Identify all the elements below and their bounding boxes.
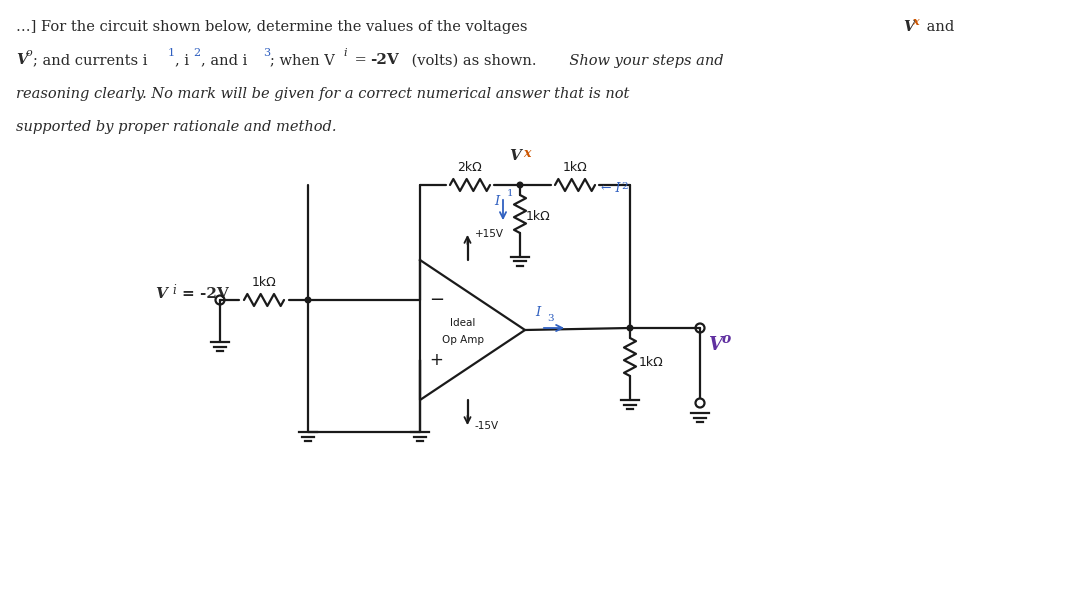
Text: 1kΩ: 1kΩ xyxy=(252,276,276,289)
Text: ; and currents i: ; and currents i xyxy=(33,53,148,67)
Text: 1kΩ: 1kΩ xyxy=(526,211,551,223)
Text: (volts) as shown.: (volts) as shown. xyxy=(406,53,536,67)
Text: 1kΩ: 1kΩ xyxy=(639,356,664,370)
Text: reasoning clearly. No mark will be given for a correct numerical answer that is : reasoning clearly. No mark will be given… xyxy=(16,87,630,101)
Text: 1: 1 xyxy=(507,189,514,198)
Text: i: i xyxy=(343,47,347,58)
Text: V: V xyxy=(708,336,723,354)
Text: 2: 2 xyxy=(621,182,627,191)
Text: 1kΩ: 1kΩ xyxy=(563,161,588,174)
Text: V: V xyxy=(509,149,521,163)
Circle shape xyxy=(517,182,523,188)
Circle shape xyxy=(306,297,311,303)
Text: 2: 2 xyxy=(193,47,201,58)
Text: = -2V: = -2V xyxy=(183,287,229,301)
Text: -15V: -15V xyxy=(474,421,499,431)
Text: V: V xyxy=(16,53,27,67)
Text: , i: , i xyxy=(175,53,189,67)
Text: o: o xyxy=(26,47,32,58)
Text: , and i: , and i xyxy=(201,53,247,67)
Text: and: and xyxy=(922,20,955,34)
Text: x: x xyxy=(523,147,530,160)
Text: 3: 3 xyxy=(546,314,554,323)
Text: V: V xyxy=(903,20,915,34)
Text: 3: 3 xyxy=(264,47,270,58)
Text: x: x xyxy=(912,16,919,27)
Text: i: i xyxy=(172,283,176,296)
Text: I: I xyxy=(535,306,540,319)
Text: +15V: +15V xyxy=(474,229,503,239)
Text: Show your steps and: Show your steps and xyxy=(550,53,724,67)
Circle shape xyxy=(627,325,633,331)
Text: I: I xyxy=(494,195,499,208)
Text: −: − xyxy=(429,291,444,309)
Text: o: o xyxy=(723,332,731,346)
Text: supported by proper rationale and method.: supported by proper rationale and method… xyxy=(16,121,337,134)
Text: ; when V: ; when V xyxy=(270,53,336,67)
Text: V: V xyxy=(156,287,167,301)
Text: =: = xyxy=(351,53,372,67)
Text: ← I: ← I xyxy=(600,182,621,195)
Text: +: + xyxy=(429,351,443,369)
Text: -2V: -2V xyxy=(370,53,400,67)
Text: Ideal: Ideal xyxy=(449,318,475,328)
Text: 1: 1 xyxy=(167,47,175,58)
Text: 2kΩ: 2kΩ xyxy=(458,161,483,174)
Text: Op Amp: Op Amp xyxy=(442,335,484,345)
Text: …] For the circuit shown below, determine the values of the voltages: …] For the circuit shown below, determin… xyxy=(16,20,532,34)
